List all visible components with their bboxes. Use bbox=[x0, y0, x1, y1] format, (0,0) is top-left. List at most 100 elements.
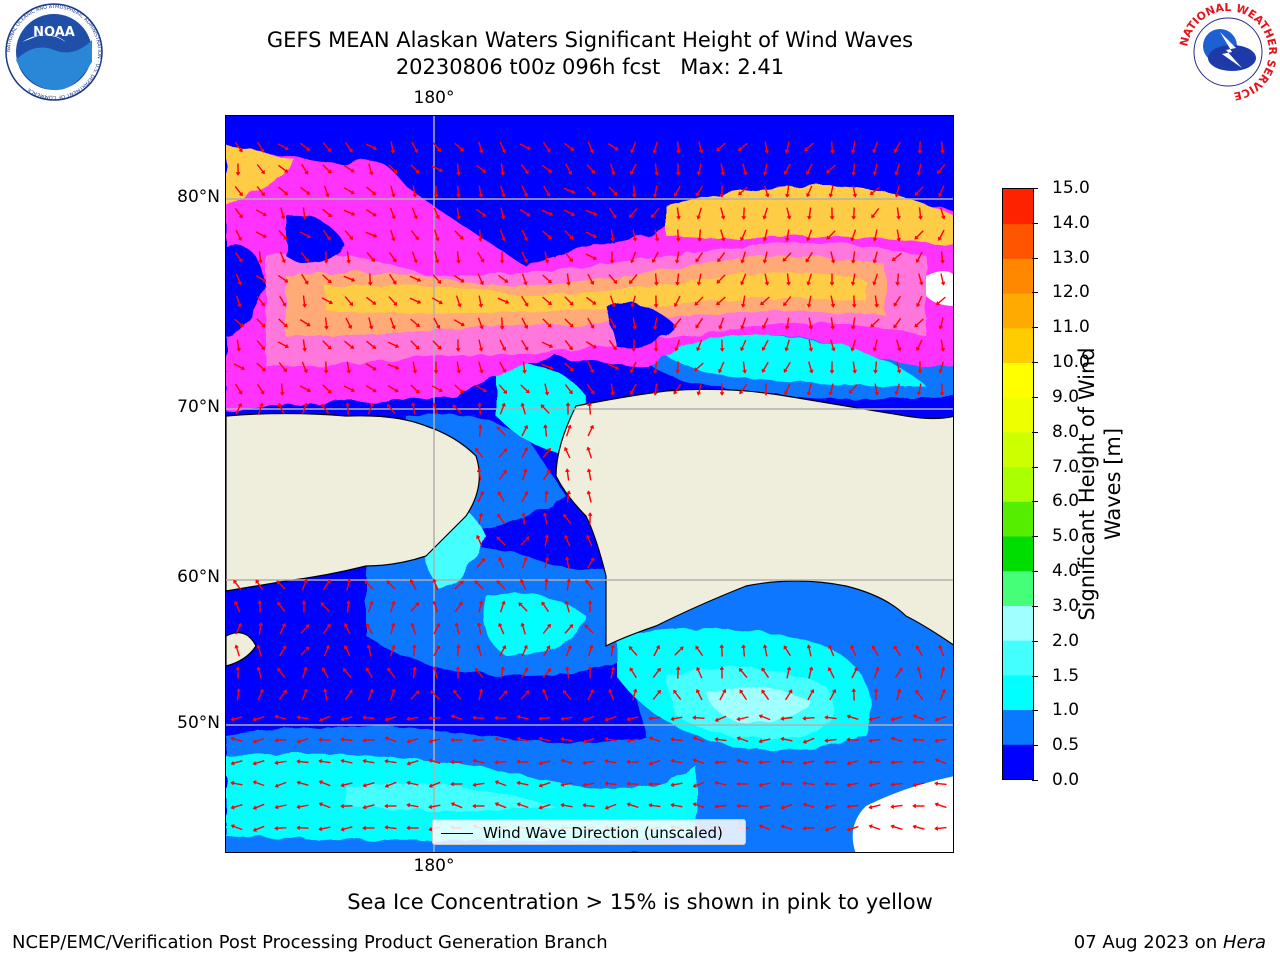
wind-wave-arrow bbox=[301, 273, 307, 283]
wind-wave-arrowhead bbox=[390, 149, 396, 154]
wind-wave-arrow bbox=[895, 141, 901, 151]
wind-wave-arrow bbox=[630, 274, 638, 282]
wind-wave-arrow bbox=[676, 207, 680, 217]
wind-wave-arrowhead bbox=[610, 171, 616, 176]
wind-wave-arrowhead bbox=[346, 600, 351, 604]
wind-wave-arrowhead bbox=[612, 346, 617, 351]
wind-wave-arrow bbox=[322, 604, 330, 612]
wind-wave-arrowhead bbox=[826, 235, 831, 240]
wind-wave-arrow bbox=[651, 737, 661, 743]
wind-wave-arrow bbox=[938, 164, 946, 172]
wind-wave-arrowhead bbox=[851, 216, 857, 220]
wind-wave-arrowhead bbox=[675, 281, 680, 286]
wind-wave-arrow bbox=[453, 274, 463, 282]
wind-wave-arrow bbox=[761, 738, 771, 742]
wind-wave-arrow bbox=[521, 273, 527, 283]
wind-wave-arrowhead bbox=[500, 171, 506, 176]
wind-wave-arrow bbox=[632, 295, 636, 305]
wind-wave-arrowhead bbox=[626, 738, 631, 744]
wind-wave-arrowhead bbox=[738, 190, 743, 196]
wind-wave-arrow bbox=[915, 826, 925, 830]
wind-wave-arrowhead bbox=[478, 600, 484, 605]
wind-wave-arrowhead bbox=[547, 168, 553, 173]
wind-wave-arrowhead bbox=[890, 782, 894, 787]
wind-wave-arrowhead bbox=[784, 237, 790, 242]
wind-wave-arrowhead bbox=[238, 258, 243, 263]
wind-wave-arrowhead bbox=[938, 644, 943, 649]
wind-wave-arrow bbox=[431, 385, 441, 391]
wind-wave-arrowhead bbox=[896, 237, 902, 242]
wind-wave-arrow bbox=[717, 761, 727, 763]
wind-wave-arrowhead bbox=[520, 402, 526, 407]
wind-wave-arrow bbox=[497, 297, 507, 303]
wind-wave-arrowhead bbox=[412, 193, 418, 198]
wind-wave-arrowhead bbox=[252, 780, 257, 785]
wind-wave-arrowhead bbox=[281, 258, 286, 264]
wind-wave-arrowhead bbox=[716, 147, 721, 152]
wind-wave-arrow bbox=[654, 317, 658, 327]
wind-wave-arrowhead bbox=[648, 760, 653, 766]
wind-wave-arrow bbox=[786, 185, 790, 195]
wind-wave-arrow bbox=[365, 760, 375, 764]
wind-wave-arrowhead bbox=[435, 324, 441, 329]
wind-wave-arrowhead bbox=[478, 303, 484, 308]
wind-wave-arrowhead bbox=[719, 644, 725, 648]
wind-wave-arrow bbox=[256, 164, 264, 172]
wind-wave-arrowhead bbox=[481, 168, 487, 173]
wind-wave-arrowhead bbox=[526, 145, 532, 151]
wind-wave-arrow bbox=[432, 692, 440, 700]
wind-wave-arrowhead bbox=[479, 490, 485, 496]
wind-wave-arrowhead bbox=[348, 148, 353, 153]
wind-wave-arrow bbox=[521, 581, 527, 591]
wind-wave-arrowhead bbox=[938, 192, 943, 198]
wind-wave-arrowhead bbox=[302, 303, 307, 308]
wind-wave-arrow bbox=[388, 406, 396, 414]
wind-wave-arrow bbox=[477, 493, 483, 503]
wind-wave-arrow bbox=[849, 804, 859, 808]
wind-wave-arrowhead bbox=[346, 369, 352, 374]
wind-wave-arrowhead bbox=[350, 189, 355, 195]
wind-wave-arrowhead bbox=[516, 759, 520, 765]
wind-wave-arrow bbox=[541, 738, 551, 742]
wind-wave-arrowhead bbox=[742, 171, 748, 176]
wind-wave-arrowhead bbox=[850, 644, 855, 650]
wind-wave-arrowhead bbox=[413, 259, 418, 264]
wind-wave-arrowhead bbox=[829, 216, 835, 220]
wind-wave-arrowhead bbox=[428, 738, 433, 744]
wind-wave-arrowhead bbox=[280, 215, 286, 220]
wind-wave-arrowhead bbox=[284, 343, 290, 349]
wind-wave-arrowhead bbox=[296, 825, 300, 831]
wind-wave-arrow bbox=[234, 318, 242, 326]
wind-wave-arrowhead bbox=[523, 446, 529, 452]
wind-wave-arrow bbox=[542, 141, 550, 151]
wind-wave-arrowhead bbox=[676, 215, 681, 220]
wind-wave-arrow bbox=[852, 163, 856, 173]
wind-wave-arrow bbox=[344, 670, 352, 678]
wind-wave-arrow bbox=[387, 760, 397, 764]
wind-wave-arrowhead bbox=[891, 256, 897, 261]
wind-wave-arrowhead bbox=[369, 688, 374, 693]
wind-wave-arrowhead bbox=[384, 736, 389, 741]
colorbar-segment bbox=[1003, 362, 1033, 398]
wind-wave-arrow bbox=[541, 363, 551, 369]
wind-wave-arrow bbox=[874, 229, 878, 239]
wind-wave-arrow bbox=[739, 737, 749, 743]
wind-wave-arrowhead bbox=[894, 391, 900, 396]
wind-wave-arrow bbox=[609, 317, 615, 327]
wind-wave-arrow bbox=[255, 716, 265, 720]
wind-wave-arrow bbox=[345, 625, 351, 635]
wind-wave-arrow bbox=[585, 804, 595, 808]
wind-wave-arrow bbox=[390, 185, 394, 195]
wind-wave-arrowhead bbox=[235, 666, 241, 670]
wind-wave-arrow bbox=[850, 384, 858, 392]
wind-wave-arrowhead bbox=[302, 347, 308, 352]
wind-wave-arrowhead bbox=[563, 446, 569, 452]
wind-wave-arrowhead bbox=[516, 780, 521, 786]
wind-wave-arrowhead bbox=[260, 301, 265, 307]
wind-wave-arrow bbox=[302, 669, 306, 679]
colorbar-tick: 12.0 bbox=[1032, 282, 1090, 302]
wind-wave-arrowhead bbox=[591, 300, 597, 305]
wind-wave-arrowhead bbox=[501, 402, 506, 407]
wind-wave-arrowhead bbox=[567, 644, 572, 650]
wind-wave-arrow bbox=[322, 274, 330, 282]
